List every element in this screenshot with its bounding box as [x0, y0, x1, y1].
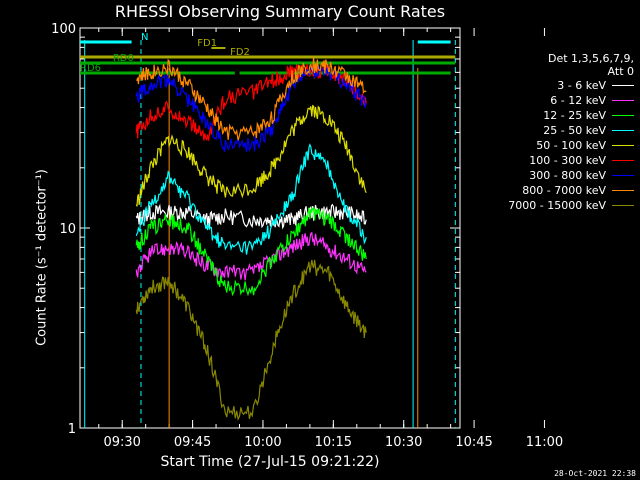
x-tick-label: 11:00 — [526, 435, 563, 450]
legend-label: 300 - 800 keV — [529, 169, 606, 182]
y-tick-label: 10 — [59, 222, 76, 237]
y-axis-label: Count Rate (s⁻¹ detector⁻¹) — [34, 169, 50, 346]
timestamp: 28-Oct-2021 22:38 — [554, 469, 636, 478]
series-line — [135, 104, 367, 207]
series-line — [135, 231, 367, 281]
legend-label: 100 - 300 keV — [529, 154, 606, 167]
x-tick-label: 10:00 — [244, 435, 281, 450]
legend-header-line2: Att 0 — [607, 65, 634, 78]
y-tick-label: 100 — [51, 22, 76, 37]
annotation-label-fd2: FD2 — [230, 47, 250, 58]
x-axis-label: Start Time (27-Jul-15 09:21:22) — [160, 454, 380, 470]
legend-header-line1: Det 1,3,5,6,7,9, — [547, 52, 634, 65]
legend-item: 3 - 6 keV — [468, 78, 634, 93]
series-line — [135, 143, 367, 255]
series-line — [136, 57, 367, 141]
legend-swatch — [612, 190, 634, 191]
legend-swatch — [612, 115, 634, 116]
legend-swatch — [612, 160, 634, 161]
annotation-label-rd6: RD6 — [80, 63, 101, 74]
legend-label: 25 - 50 keV — [543, 124, 606, 137]
annotation-label-n: N — [141, 32, 148, 43]
x-tick-label: 10:45 — [455, 435, 492, 450]
series-line — [135, 203, 367, 230]
legend-swatch — [612, 205, 634, 206]
legend-item: 6 - 12 keV — [468, 93, 634, 108]
legend-label: 800 - 7000 keV — [522, 184, 606, 197]
x-tick-label: 10:15 — [315, 435, 352, 450]
x-tick-label: 10:30 — [385, 435, 422, 450]
series-line — [135, 206, 367, 297]
legend-item: 50 - 100 keV — [468, 138, 634, 153]
legend-item: 100 - 300 keV — [468, 153, 634, 168]
legend-label: 50 - 100 keV — [536, 139, 606, 152]
legend: Det 1,3,5,6,7,9, Att 0 3 - 6 keV 6 - 12 k… — [468, 52, 634, 213]
legend-swatch — [612, 175, 634, 176]
x-tick-label: 09:30 — [103, 435, 140, 450]
legend-swatch — [612, 130, 634, 131]
legend-swatch — [612, 145, 634, 146]
legend-item: 25 - 50 keV — [468, 123, 634, 138]
annotation-label-rd0: RD0 — [113, 53, 134, 64]
legend-swatch — [612, 85, 634, 86]
legend-label: 7000 - 15000 keV — [508, 199, 606, 212]
legend-swatch — [612, 100, 634, 101]
legend-label: 3 - 6 keV — [557, 79, 606, 92]
legend-item: 300 - 800 keV — [468, 168, 634, 183]
chart-title: RHESSI Observing Summary Count Rates — [114, 2, 446, 21]
x-tick-label: 09:45 — [174, 435, 211, 450]
legend-item: 12 - 25 keV — [468, 108, 634, 123]
annotation-label-fd1: FD1 — [197, 38, 217, 49]
series-line — [135, 259, 367, 421]
legend-item: 800 - 7000 keV — [468, 183, 634, 198]
y-tick-label: 1 — [68, 422, 76, 437]
legend-label: 12 - 25 keV — [543, 109, 606, 122]
legend-item: 7000 - 15000 keV — [468, 198, 634, 213]
plot-frame — [79, 27, 461, 429]
legend-label: 6 - 12 keV — [550, 94, 606, 107]
